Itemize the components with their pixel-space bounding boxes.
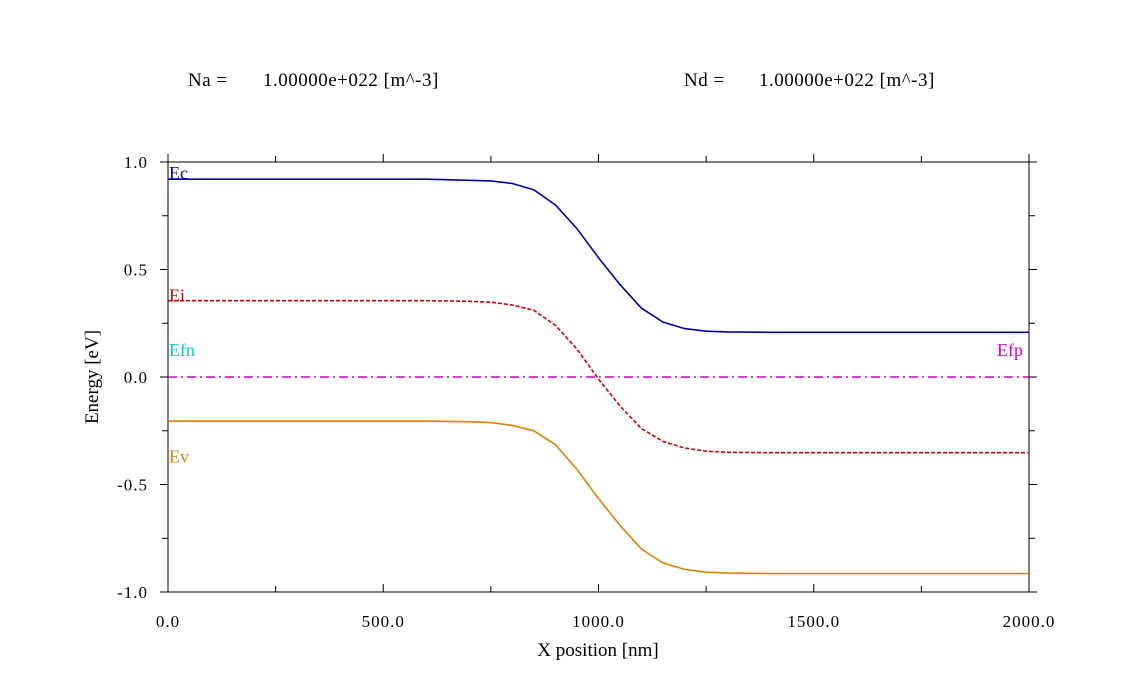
curve-label-efp: Efp — [997, 340, 1023, 360]
x-axis-label: X position [nm] — [537, 640, 658, 661]
x-tick-label: 1000.0 — [572, 612, 625, 631]
na-label: Na = — [188, 70, 228, 91]
curve-label-ev: Ev — [169, 447, 189, 467]
x-tick-label: 0.0 — [156, 612, 180, 631]
y-tick-label: -1.0 — [117, 583, 148, 602]
series-line-ec — [168, 178, 1029, 334]
nd-label: Nd = — [684, 70, 725, 91]
x-tick-label: 2000.0 — [1003, 612, 1056, 631]
series-line-ei — [168, 299, 1029, 454]
y-tick-label: 1.0 — [124, 153, 148, 172]
curve-label-efn: Efn — [169, 340, 195, 360]
y-tick-label: -0.5 — [117, 476, 148, 495]
plot-frame — [167, 161, 1030, 593]
x-tick-label: 1500.0 — [787, 612, 840, 631]
na-value: 1.00000e+022 [m^-3] — [263, 70, 439, 91]
y-tick-label: 0.5 — [124, 261, 148, 280]
curve-label-ei: Ei — [169, 285, 185, 305]
series-line-ev — [168, 420, 1029, 575]
nd-value: 1.00000e+022 [m^-3] — [759, 70, 935, 91]
curve-label-ec: Ec — [169, 163, 188, 183]
y-axis-label: Energy [eV] — [82, 330, 103, 424]
y-tick-label: 0.0 — [124, 368, 148, 387]
x-tick-label: 500.0 — [362, 612, 405, 631]
